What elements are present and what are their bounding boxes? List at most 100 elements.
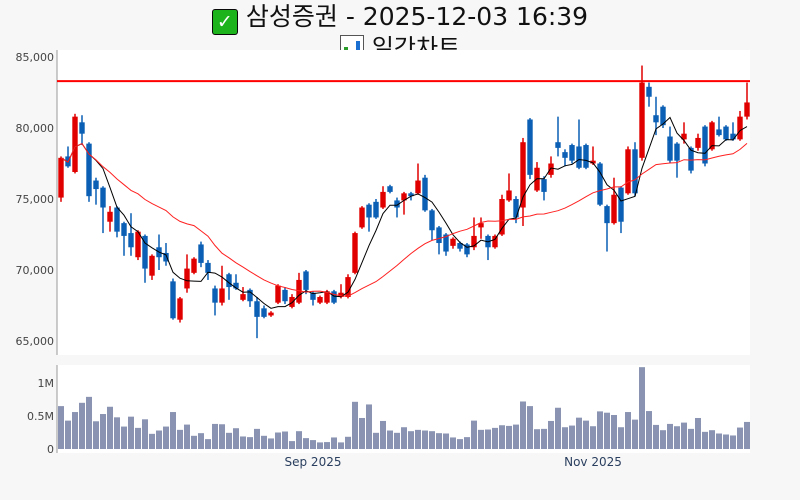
volume-bar [79,402,85,449]
volume-bar [716,433,722,449]
candle-down [121,223,127,236]
candle-up [352,233,358,273]
candle-down [100,187,106,208]
candle-down [632,149,638,194]
volume-bar [464,437,470,449]
volume-bar [737,427,743,449]
candle-up [184,268,190,289]
volume-bar [471,420,477,449]
volume-bar [282,431,288,449]
candle-down [716,129,722,136]
candle-up [611,194,617,224]
candle-down [527,119,533,175]
candle-up [107,211,113,222]
candle-down [212,288,218,303]
volume-bar [177,429,183,449]
price-tick-label: 70,000 [16,264,55,277]
volume-bar [485,429,491,449]
x-tick-label: Sep 2025 [285,455,342,469]
volume-bar [569,425,575,449]
volume-bar [310,440,316,449]
volume-bar [121,426,127,449]
candle-up [415,180,421,194]
volume-bar [401,427,407,449]
candle-up [177,298,183,320]
volume-bar [660,430,666,449]
volume-bar [240,436,246,449]
volume-bar [58,406,64,449]
candle-up [548,163,554,175]
volume-bar [254,428,260,449]
volume-bar [65,420,71,449]
volume-bar [667,423,673,449]
volume-bar [184,424,190,449]
volume-bar [709,430,715,449]
volume-bar [380,420,386,449]
candle-up [191,258,197,273]
candle-down [114,207,120,232]
check-mark-icon: ✓ [211,9,238,35]
volume-bar [429,431,435,449]
volume-bar [149,433,155,449]
volume-bar [450,437,456,449]
volume-bar [695,417,701,449]
volume-bar [702,431,708,449]
volume-bar [394,432,400,449]
volume-bar [345,436,351,449]
volume-bar [527,406,533,449]
candle-down [730,133,736,140]
candle-down [128,233,134,248]
volume-bar [562,427,568,449]
candle-up [499,199,505,235]
candle-down [387,186,393,192]
candle-up [401,193,407,201]
price-tick-label: 65,000 [16,335,55,348]
title-text: 삼성증권 - 2025-12-03 16:39 [245,2,589,31]
candle-up [58,157,64,198]
volume-bar [93,421,99,449]
candle-up [450,238,456,246]
candle-up [317,296,323,303]
volume-bar [415,429,421,449]
volume-bar [408,431,414,449]
candle-down [254,301,260,317]
candle-down [198,244,204,263]
candle-up [135,231,141,258]
volume-bar [324,442,330,449]
candle-down [79,122,85,134]
candle-up [359,207,365,228]
candle-down [408,193,414,197]
volume-bar [366,404,372,449]
volume-bar [730,435,736,449]
volume-bar [303,438,309,449]
volume-bar [100,414,106,449]
candle-down [394,200,400,208]
volume-bar [611,415,617,449]
candle-up [240,294,246,300]
volume-tick-label: 1M [38,377,55,390]
volume-bar [492,427,498,449]
candle-up [492,235,498,248]
volume-bar [639,367,645,449]
candle-down [233,282,239,289]
volume-bar [555,407,561,449]
volume-bar [275,432,281,449]
candle-up [478,223,484,228]
price-tick-label: 75,000 [16,193,55,206]
volume-bar [135,427,141,449]
volume-bar [618,427,624,449]
volume-bar [114,417,120,449]
volume-bar [457,439,463,449]
candle-up [506,190,512,201]
volume-bar [548,420,554,449]
candle-up [72,116,78,173]
volume-bar [520,401,526,449]
volume-bar [422,430,428,449]
candle-down [667,136,673,161]
candle-up [324,291,330,303]
volume-bar [198,433,204,449]
candle-up [681,133,687,140]
volume-bar [506,425,512,449]
candle-up [737,116,743,140]
volume-bar [653,424,659,449]
